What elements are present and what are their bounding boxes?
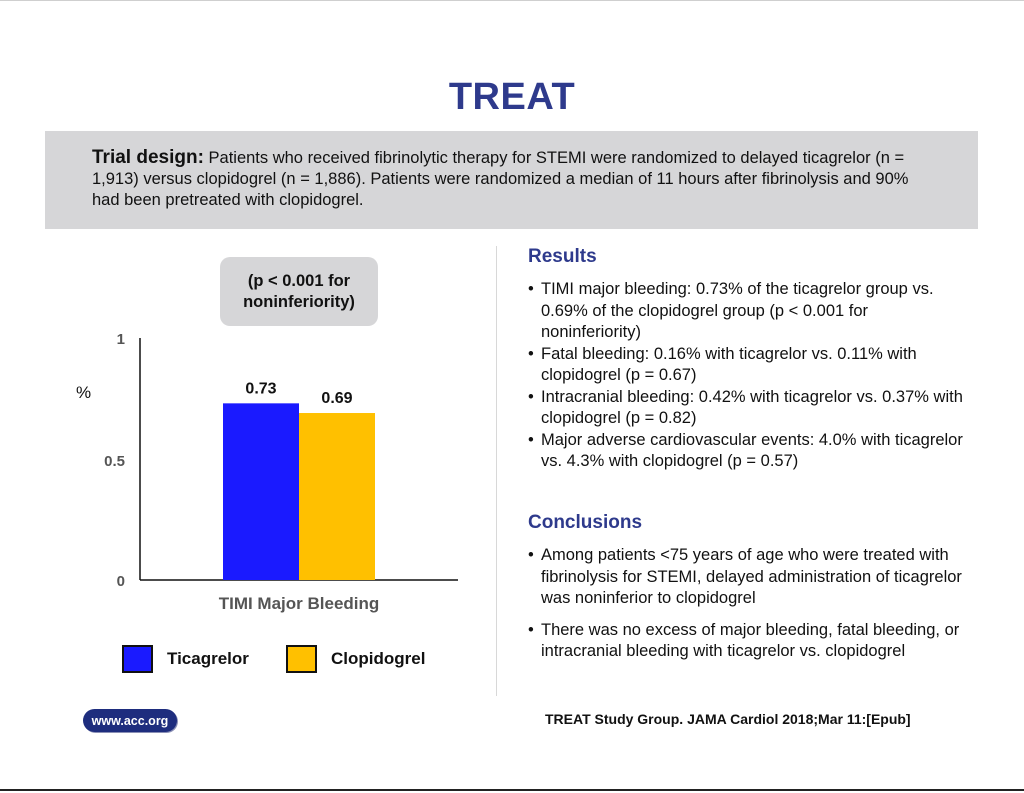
- bar-chart: 0 0.5 1 0.73 0.69 TIMI Major Bleeding: [104, 331, 458, 613]
- bar-clopidogrel: [299, 413, 375, 580]
- x-axis-label: TIMI Major Bleeding: [219, 594, 380, 613]
- trial-design-box: Trial design: Patients who received fibr…: [45, 131, 978, 229]
- annotation-line-1: (p < 0.001 for: [247, 271, 351, 290]
- trial-design-label: Trial design:: [92, 147, 204, 168]
- y-axis-label: %: [76, 383, 92, 402]
- slide-title: TREAT: [448, 76, 576, 118]
- conclusions-item: Among patients <75 years of age who were…: [528, 545, 968, 610]
- citation: TREAT Study Group. JAMA Cardiol 2018;Mar…: [545, 711, 911, 727]
- p-value-annotation: (p < 0.001 for noninferiority): [220, 257, 378, 326]
- legend-item-ticagrelor: Ticagrelor: [122, 645, 249, 673]
- annotation-line-2: noninferiority): [243, 292, 355, 311]
- legend-item-clopidogrel: Clopidogrel: [286, 645, 425, 673]
- data-label-ticagrelor: 0.73: [245, 380, 276, 397]
- data-label-clopidogrel: 0.69: [321, 390, 352, 407]
- results-heading: Results: [528, 246, 597, 267]
- legend-swatch-clopidogrel: [286, 645, 317, 673]
- legend-swatch-ticagrelor: [122, 645, 153, 673]
- legend-label-clopidogrel: Clopidogrel: [331, 649, 426, 668]
- results-item: Major adverse cardiovascular events: 4.0…: [528, 430, 968, 473]
- conclusions-item: There was no excess of major bleeding, f…: [528, 620, 968, 663]
- conclusions-list: Among patients <75 years of age who were…: [528, 545, 968, 673]
- y-tick-label-1: 0.5: [104, 453, 125, 470]
- trial-design-text: Trial design: Patients who received fibr…: [92, 147, 932, 211]
- results-item: Intracranial bleeding: 0.42% with ticagr…: [528, 387, 968, 430]
- legend-label-ticagrelor: Ticagrelor: [167, 649, 249, 668]
- trial-design-body: Patients who received fibrinolytic thera…: [92, 149, 909, 209]
- y-tick-label-0: 0: [117, 573, 125, 590]
- bottom-border: [0, 789, 1024, 791]
- results-item: Fatal bleeding: 0.16% with ticagrelor vs…: [528, 344, 968, 387]
- conclusions-heading: Conclusions: [528, 512, 643, 533]
- top-border: [0, 0, 1024, 1]
- acc-logo[interactable]: www.acc.org: [83, 709, 177, 732]
- bar-ticagrelor: [223, 403, 299, 580]
- column-divider: [496, 246, 497, 696]
- y-tick-label-2: 1: [117, 331, 125, 348]
- results-item: TIMI major bleeding: 0.73% of the ticagr…: [528, 279, 968, 344]
- results-list: TIMI major bleeding: 0.73% of the ticagr…: [528, 279, 968, 473]
